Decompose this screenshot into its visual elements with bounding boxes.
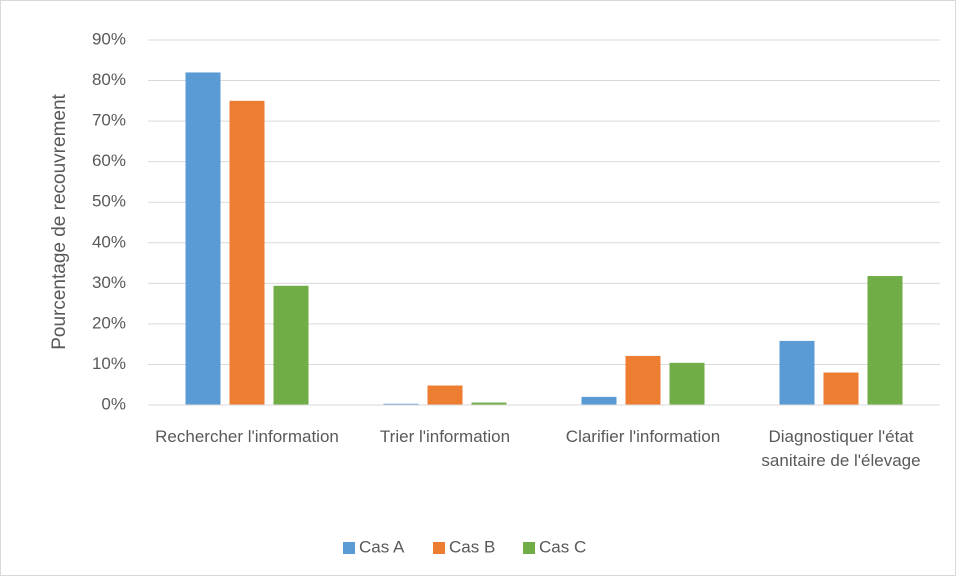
x-tick-label: Trier l'information bbox=[379, 427, 511, 446]
y-tick-label: 60% bbox=[92, 151, 126, 170]
x-tick-label: Rechercher l'information bbox=[155, 427, 339, 446]
bar bbox=[471, 402, 507, 405]
y-tick-label: 80% bbox=[92, 70, 126, 89]
bar bbox=[669, 362, 705, 405]
x-tick-label: Clarifier l'information bbox=[565, 427, 721, 446]
y-tick-label: 70% bbox=[92, 111, 126, 130]
bar bbox=[427, 385, 463, 405]
bar bbox=[823, 372, 859, 405]
y-tick-label: 30% bbox=[92, 273, 126, 292]
legend-swatch bbox=[433, 542, 445, 554]
bar bbox=[779, 340, 815, 405]
bar bbox=[185, 72, 221, 405]
bar bbox=[625, 355, 661, 405]
y-tick-label: 50% bbox=[92, 192, 126, 211]
y-tick-label: 90% bbox=[92, 29, 126, 48]
bar bbox=[581, 396, 617, 405]
bar bbox=[867, 276, 903, 405]
legend-label: Cas B bbox=[449, 537, 495, 556]
bar bbox=[273, 285, 309, 405]
y-tick-label: 40% bbox=[92, 232, 126, 251]
legend-label: Cas C bbox=[539, 537, 586, 556]
y-tick-label: 10% bbox=[92, 354, 126, 373]
y-axis-title: Pourcentage de recouvrement bbox=[49, 93, 70, 349]
legend-swatch bbox=[523, 542, 535, 554]
bar bbox=[383, 403, 419, 405]
legend-swatch bbox=[343, 542, 355, 554]
y-tick-label: 20% bbox=[92, 313, 126, 332]
x-tick-label: Diagnostiquer l'état sanitaire de l'élev… bbox=[761, 427, 921, 470]
bar bbox=[229, 100, 265, 405]
y-tick-label: 0% bbox=[101, 394, 126, 413]
legend-label: Cas A bbox=[359, 537, 405, 556]
